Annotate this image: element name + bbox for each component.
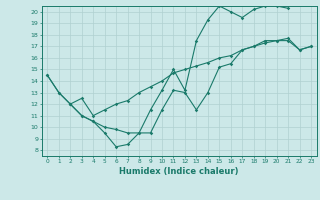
X-axis label: Humidex (Indice chaleur): Humidex (Indice chaleur) bbox=[119, 167, 239, 176]
